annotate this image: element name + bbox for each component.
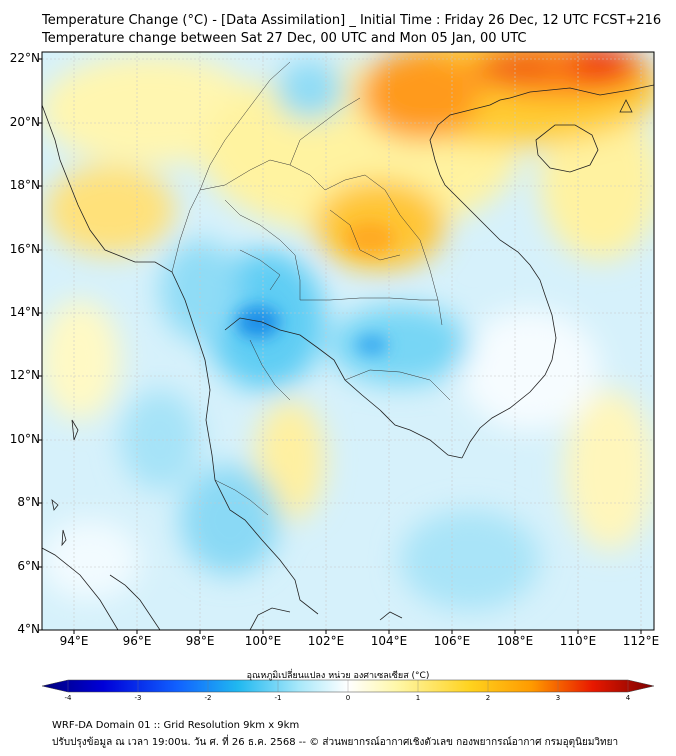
lon-label: 104°E [370, 634, 408, 648]
lon-label: 98°E [185, 634, 215, 648]
colorbar-tick-label: 2 [485, 694, 491, 702]
lon-label: 110°E [559, 634, 597, 648]
lat-label: 16°N [9, 242, 40, 256]
lat-label: 14°N [9, 305, 40, 319]
colorbar-tick-label: 3 [555, 694, 561, 702]
colorbar-tick-label: -1 [274, 694, 282, 702]
lon-label: 106°E [433, 634, 471, 648]
axis-ticks [38, 58, 642, 634]
lat-label: 10°N [9, 432, 40, 446]
colorbar-tick-label: 0 [345, 694, 351, 702]
footer-model-info: WRF-DA Domain 01 :: Grid Resolution 9km … [52, 720, 300, 731]
colorbar-title: อุณหภูมิเปลี่ยนแปลง หน่วย องศาเซลเซียส (… [246, 671, 430, 681]
lon-label: 100°E [244, 634, 282, 648]
lat-label: 6°N [17, 559, 40, 573]
lat-label: 8°N [17, 495, 40, 509]
lon-label: 108°E [496, 634, 534, 648]
temperature-field [42, 52, 654, 630]
map-frame [41, 51, 655, 631]
lat-label: 22°N [9, 51, 40, 65]
colorbar-tick-label: 4 [625, 694, 631, 702]
lon-label: 112°E [622, 634, 660, 648]
map-subtitle: Temperature change between Sat 27 Dec, 0… [42, 31, 527, 46]
map-title: Temperature Change (°C) - [Data Assimila… [42, 13, 662, 28]
lat-label: 12°N [9, 368, 40, 382]
colorbar-tick-label: 1 [415, 694, 421, 702]
lat-label: 18°N [9, 178, 40, 192]
colorbar-tick-label: -4 [64, 694, 72, 702]
lat-label: 4°N [17, 622, 40, 636]
lon-label: 94°E [59, 634, 89, 648]
lat-label: 20°N [9, 115, 40, 129]
coastlines [42, 84, 654, 630]
footer-credit: ปรับปรุงข้อมูล ณ เวลา 19:00น. วัน ศ. ที่… [52, 737, 619, 748]
borders [171, 61, 451, 516]
lon-label: 102°E [307, 634, 345, 648]
gridlines [42, 52, 654, 630]
colorbar-tick-label: -2 [204, 694, 212, 702]
lon-label: 96°E [122, 634, 152, 648]
colorbar-tick-label: -3 [134, 694, 142, 702]
